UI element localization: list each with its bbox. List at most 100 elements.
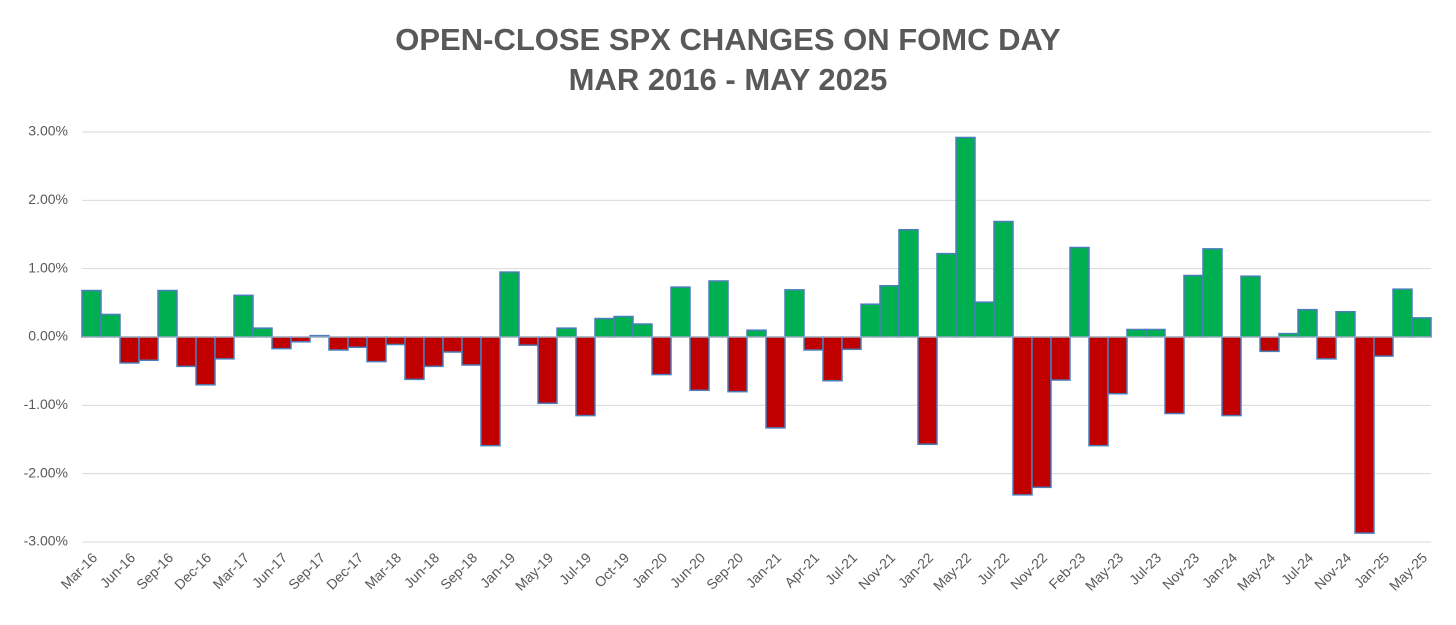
bar [1297,308,1318,338]
bar [537,336,558,405]
bar [1240,275,1261,338]
bar [157,289,178,338]
bar [689,336,710,392]
x-tick-label: Nov-22 [1007,549,1050,592]
bar [499,271,520,338]
x-tick-label: Sep-20 [703,549,746,592]
x-tick-label: May-19 [512,549,556,593]
bar [575,336,596,417]
bar [1373,336,1394,357]
bar [1107,336,1128,395]
bar [765,336,786,429]
x-tick-label: Jan-21 [743,549,785,591]
y-tick-label: -1.00% [24,396,68,412]
bar [670,286,691,338]
y-tick-label: 2.00% [28,191,68,207]
bar [955,136,976,338]
x-tick-label: Apr-21 [781,549,822,590]
bar [727,336,748,393]
x-tick-label: Dec-17 [323,549,366,592]
bar [404,336,425,381]
bar [1069,246,1090,338]
bar [974,301,995,338]
x-tick-label: Nov-24 [1311,549,1354,592]
x-tick-label: Oct-19 [591,549,632,590]
bar [518,336,539,346]
x-tick-label: Jun-18 [401,549,443,591]
x-tick-label: Jan-24 [1199,549,1241,591]
bar [651,336,672,376]
y-tick-label: 1.00% [28,259,68,275]
bar [803,336,824,351]
y-tick-label: 3.00% [28,123,68,139]
bar [119,336,140,364]
x-tick-label: Sep-18 [437,549,480,592]
bar [822,336,843,382]
x-tick-label: Jan-19 [477,549,519,591]
bar [347,336,368,348]
x-tick-label: Mar-18 [362,549,405,592]
y-tick-label: 0.00% [28,328,68,344]
x-tick-label: Jan-25 [1351,549,1393,591]
bar [233,294,254,338]
bar [423,336,444,368]
x-tick-label: Jan-22 [895,549,937,591]
x-tick-label: Jun-20 [667,549,709,591]
bar [1411,317,1432,338]
bar [594,317,615,338]
bar [879,285,900,338]
bar [1316,336,1337,360]
bar [1126,328,1147,338]
bar [860,303,881,338]
bar [1335,310,1356,338]
bar [746,329,767,338]
x-tick-label: May-24 [1234,549,1278,593]
bar [385,336,406,346]
bar [81,289,102,338]
x-tick-label: Jul-19 [556,549,594,587]
x-tick-label: Nov-21 [855,549,898,592]
x-tick-label: Feb-23 [1046,549,1089,592]
x-tick-label: Jun-16 [97,549,139,591]
chart-subtitle: MAR 2016 - MAY 2025 [569,62,888,97]
bar [214,336,235,360]
x-tick-label: Mar-16 [58,549,101,592]
x-tick-label: Jan-20 [629,549,671,591]
bar [1259,336,1280,353]
x-tick-label: Jun-17 [249,549,291,591]
bar [784,289,805,338]
bar [1202,248,1223,338]
bar [252,327,273,338]
bar [898,228,919,338]
x-tick-label: Mar-17 [210,549,253,592]
x-tick-label: May-25 [1386,549,1430,593]
bar [138,336,159,361]
bar [366,336,387,363]
bar [632,323,653,338]
bar [1164,336,1185,415]
bar [613,315,634,338]
bar [1050,336,1071,381]
y-tick-label: -2.00% [24,464,68,480]
bar [480,336,501,447]
bar [1012,336,1033,496]
bar [993,220,1014,338]
x-tick-label: Nov-23 [1159,549,1202,592]
bar [461,336,482,366]
bar [195,336,216,386]
bar [290,336,311,343]
x-tick-label: Sep-17 [285,549,328,592]
bar [1221,336,1242,417]
bar [100,313,121,338]
bar [708,280,729,338]
bar [556,327,577,338]
bar [917,336,938,446]
x-tick-label: May-22 [930,549,974,593]
bar [1183,274,1204,338]
bar [442,336,463,353]
bar [1145,328,1166,338]
bar [1278,332,1299,338]
x-tick-label: Dec-16 [171,549,214,592]
